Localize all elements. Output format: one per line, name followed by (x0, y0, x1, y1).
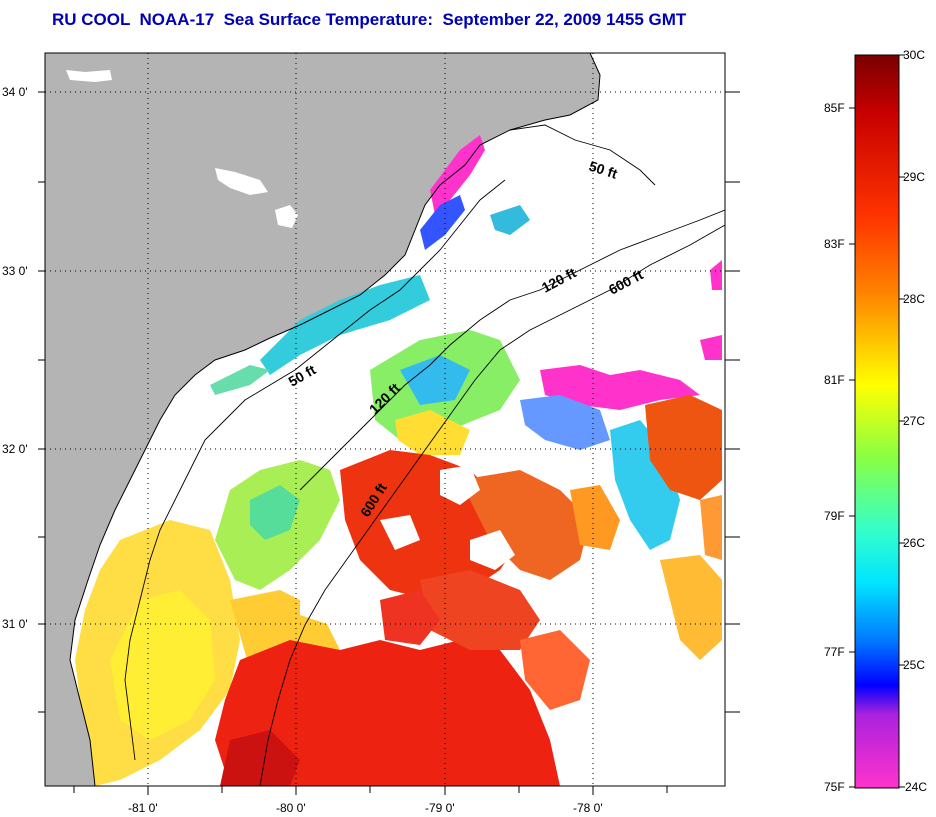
inland-water (66, 70, 112, 82)
lon-tick-label: -80 0' (276, 801, 306, 815)
lon-tick-label: -81 0' (128, 801, 158, 815)
isobath-50ft (124, 124, 656, 761)
graticule (45, 53, 725, 786)
land-mass (45, 53, 600, 786)
sst-field (75, 135, 722, 786)
lat-tick-label: 34 0' (2, 85, 28, 99)
isobath-120ft (299, 209, 725, 491)
coastline (69, 53, 601, 786)
no-data-areas (300, 465, 660, 720)
map-title: RU COOL NOAA-17 Sea Surface Temperature:… (52, 10, 687, 29)
lat-tick-label: 31 0' (2, 617, 28, 631)
axis-ticks (38, 91, 740, 795)
map-frame (44, 52, 726, 787)
isobath-600ft (259, 224, 725, 786)
lon-tick-label: -78 0' (573, 801, 603, 815)
lat-tick-label: 33 0' (2, 264, 28, 278)
inland-water (275, 205, 298, 228)
inland-water (215, 168, 268, 195)
lon-tick-label: -79 0' (425, 801, 455, 815)
lat-tick-label: 32 0' (2, 442, 28, 456)
